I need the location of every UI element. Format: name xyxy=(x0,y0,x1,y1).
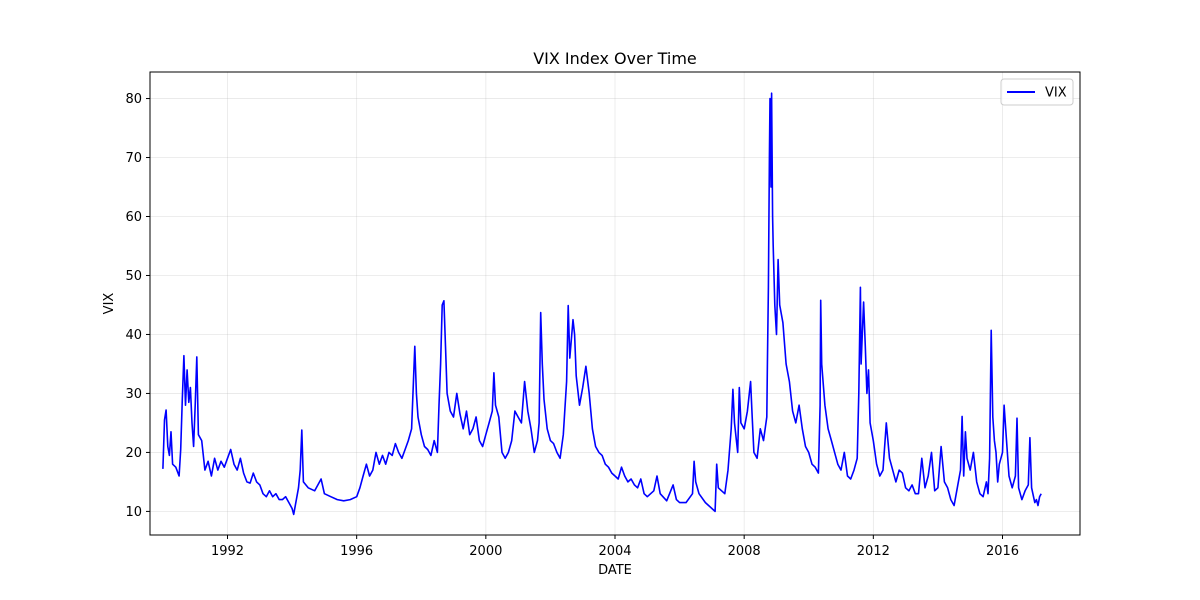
x-tick-label: 1996 xyxy=(340,544,373,559)
series-line-vix xyxy=(162,92,1042,516)
legend-label-vix: VIX xyxy=(1045,86,1067,101)
y-tick-label: 40 xyxy=(125,328,142,343)
y-tick-label: 80 xyxy=(125,92,142,107)
x-tick-label: 2016 xyxy=(986,544,1019,559)
x-tick-label: 2004 xyxy=(598,544,631,559)
chart-title: VIX Index Over Time xyxy=(533,49,697,68)
x-tick-label: 2008 xyxy=(728,544,761,559)
y-tick-label: 10 xyxy=(125,505,142,520)
y-axis-title: VIX xyxy=(102,293,117,315)
ticks-layer: 1992 1996 2000 2004 2008 2012 2016 10 20 30 40 50 60… xyxy=(125,92,1019,559)
legend: VIX xyxy=(1000,78,1074,106)
y-tick-label: 50 xyxy=(125,269,142,284)
y-tick-label: 70 xyxy=(125,151,142,166)
grid-layer xyxy=(150,72,1080,535)
y-tick-label: 20 xyxy=(125,446,142,461)
series-layer xyxy=(162,92,1042,516)
y-tick-label: 60 xyxy=(125,210,142,225)
x-axis-title: DATE xyxy=(598,563,632,578)
legend-box xyxy=(1000,78,1074,106)
x-tick-label: 2000 xyxy=(469,544,502,559)
x-tick-label: 1992 xyxy=(211,544,244,559)
x-tick-label: 2012 xyxy=(857,544,890,559)
y-tick-label: 30 xyxy=(125,387,142,402)
